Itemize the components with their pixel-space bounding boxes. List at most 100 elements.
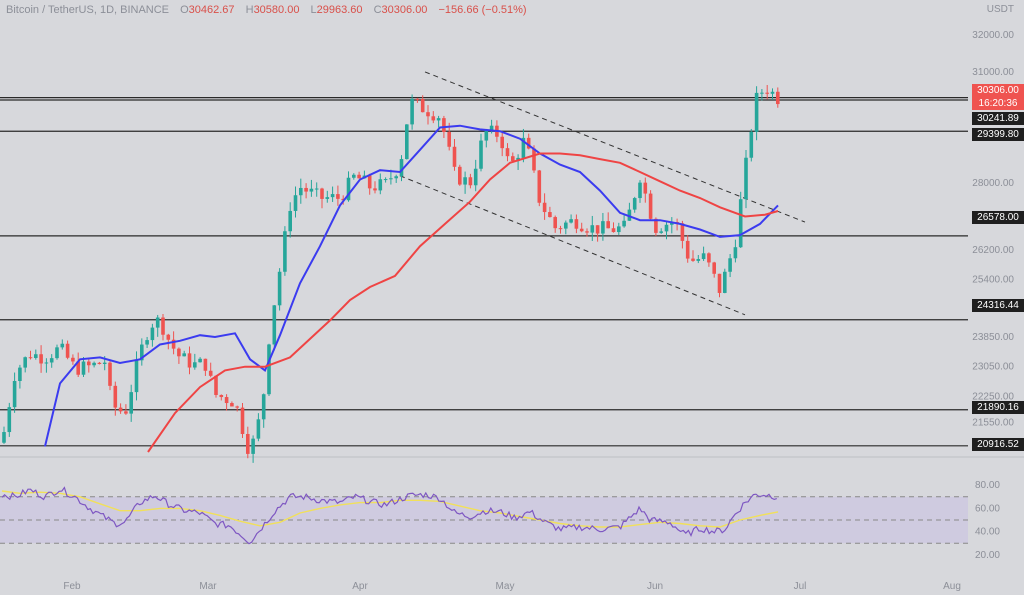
- candle-body: [208, 370, 213, 376]
- candle: [203, 358, 208, 376]
- candle-body: [108, 362, 112, 386]
- candle: [277, 268, 282, 311]
- candle: [219, 394, 224, 401]
- candle: [611, 222, 616, 233]
- candle-body: [256, 419, 261, 439]
- candle-body: [654, 218, 658, 233]
- candle: [23, 356, 27, 373]
- candle: [118, 403, 123, 414]
- candle-body: [680, 223, 685, 241]
- low-value: 29963.60: [316, 4, 363, 16]
- candle-body: [648, 193, 653, 219]
- candle: [2, 426, 6, 444]
- candle: [177, 347, 181, 364]
- candle-body: [579, 228, 584, 232]
- candle-body: [330, 194, 335, 198]
- level-tag-29399: 29399.80: [972, 128, 1024, 141]
- candle: [500, 132, 504, 157]
- candle: [12, 372, 17, 413]
- candle-body: [166, 334, 171, 340]
- time-label: Jun: [647, 581, 663, 592]
- candle: [309, 179, 314, 197]
- moving-averages: [44, 124, 779, 453]
- level-tag-26578: 26578.00: [972, 211, 1024, 224]
- candle: [537, 169, 542, 207]
- candle-body: [622, 220, 626, 227]
- candle-body: [81, 361, 86, 375]
- candle: [378, 173, 383, 195]
- candle-body: [405, 124, 409, 160]
- candle: [299, 178, 303, 204]
- currency-unit: USDT: [986, 4, 1014, 15]
- candle: [246, 426, 250, 459]
- candle: [659, 228, 663, 234]
- candle: [34, 349, 38, 360]
- candle: [701, 246, 706, 261]
- level-tag-30241: 30241.89: [972, 112, 1024, 125]
- candle: [60, 339, 65, 350]
- symbol-title: Bitcoin / TetherUS, 1D, BINANCE: [6, 4, 170, 16]
- candle: [648, 190, 653, 220]
- candle: [314, 182, 319, 197]
- candle-body: [664, 224, 669, 232]
- candle-body: [532, 148, 536, 171]
- open-value: 30462.67: [188, 4, 235, 16]
- candle: [7, 402, 12, 437]
- close-label: C: [373, 4, 382, 16]
- candle-body: [261, 394, 266, 420]
- candle: [251, 435, 255, 463]
- low-label: L: [310, 4, 317, 16]
- candle: [765, 85, 769, 100]
- candle-body: [542, 202, 547, 213]
- candle-body: [288, 210, 292, 232]
- candle-body: [426, 112, 430, 117]
- candle-body: [87, 361, 91, 366]
- candle-body: [224, 397, 229, 404]
- open-label: O: [180, 4, 189, 16]
- candle-body: [230, 403, 234, 407]
- candle-body: [617, 226, 621, 233]
- trend-channel: [399, 71, 806, 316]
- candle: [458, 164, 462, 186]
- time-axis: Feb Mar Apr May Jun Jul Aug: [63, 581, 961, 592]
- candle: [569, 214, 573, 224]
- candle: [145, 336, 149, 348]
- price-tick-label: 32000.00: [972, 30, 1014, 41]
- candle-body: [632, 198, 637, 210]
- candle-body: [585, 231, 589, 233]
- candle: [664, 221, 669, 240]
- candle: [728, 254, 732, 278]
- candle-body: [468, 177, 473, 186]
- candle-body: [442, 118, 446, 132]
- candle-body: [49, 358, 54, 363]
- candle: [399, 155, 404, 182]
- price-tick-label: 23850.00: [972, 332, 1014, 343]
- candle-body: [251, 438, 255, 454]
- candle: [744, 150, 748, 209]
- candle-body: [595, 225, 600, 234]
- candle: [479, 133, 483, 172]
- candle: [749, 128, 754, 162]
- candle: [505, 143, 510, 162]
- candle: [129, 384, 133, 422]
- price-tick-label: 22250.00: [972, 391, 1014, 402]
- candle-body: [696, 259, 701, 261]
- candle-body: [314, 188, 319, 190]
- candle-body: [526, 137, 531, 149]
- candle-body: [505, 148, 510, 157]
- candle-body: [399, 159, 404, 177]
- candle-body: [277, 271, 282, 306]
- candle: [526, 133, 531, 150]
- candle: [601, 212, 605, 241]
- candle-body: [102, 362, 107, 364]
- candle-body: [707, 253, 711, 263]
- candle-body: [738, 199, 743, 248]
- candle: [357, 171, 361, 179]
- candle-body: [28, 357, 33, 359]
- candle: [87, 357, 91, 373]
- candle-body: [155, 317, 160, 328]
- candle: [108, 359, 112, 391]
- candle: [426, 105, 430, 125]
